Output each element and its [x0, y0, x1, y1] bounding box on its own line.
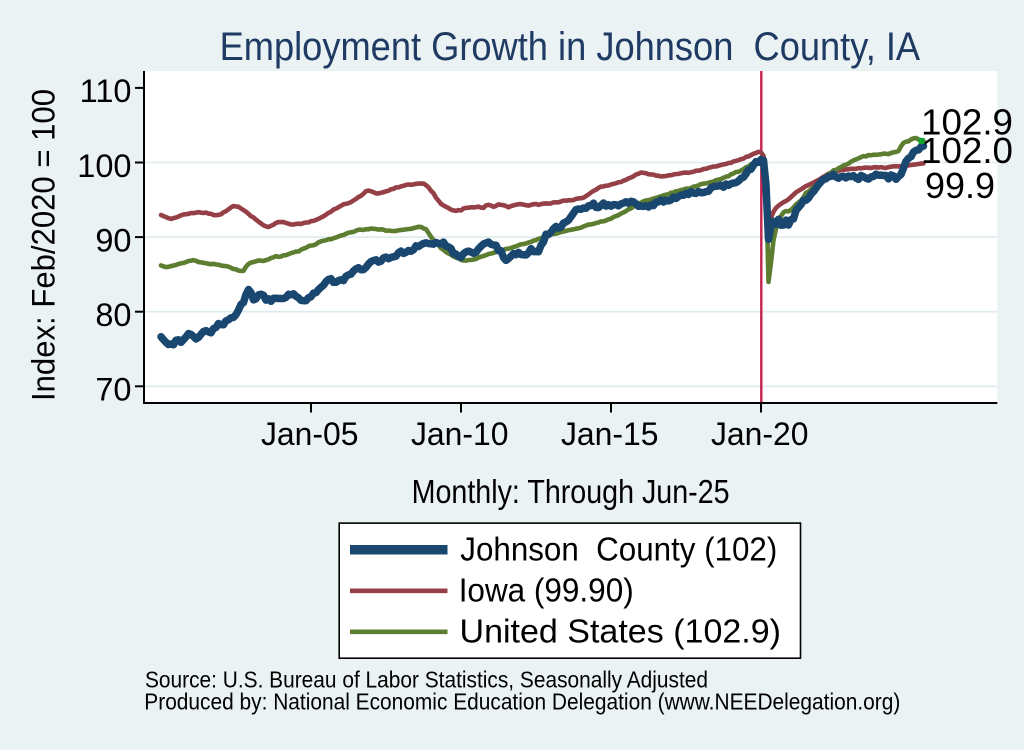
svg-text:102.9: 102.9 — [921, 102, 1013, 143]
svg-text:Index: Feb/2020 = 100: Index: Feb/2020 = 100 — [26, 89, 62, 401]
svg-text:70: 70 — [95, 372, 131, 408]
svg-text:102.0: 102.0 — [921, 130, 1013, 171]
svg-text:Jan-20: Jan-20 — [711, 416, 809, 452]
svg-text:Jan-15: Jan-15 — [561, 416, 659, 452]
svg-text:Employment Growth in Johnson: Employment Growth in Johnson County, IA — [220, 25, 921, 69]
svg-text:90: 90 — [95, 222, 131, 258]
svg-text:110: 110 — [80, 73, 132, 109]
svg-text:80: 80 — [95, 297, 131, 333]
svg-text:Johnson County (102): Johnson County (102) — [460, 532, 777, 569]
svg-text:Source: U.S. Bureau of Labor S: Source: U.S. Bureau of Labor Statistics,… — [145, 667, 708, 693]
svg-text:100: 100 — [77, 148, 131, 184]
svg-text:Produced by: National Economic: Produced by: National Economic Education… — [144, 688, 900, 714]
svg-text:99.9: 99.9 — [925, 165, 995, 206]
svg-text:United States (102.9): United States (102.9) — [460, 614, 782, 651]
svg-text:Jan-05: Jan-05 — [261, 416, 359, 452]
svg-text:Monthly: Through Jun-25: Monthly: Through Jun-25 — [412, 474, 730, 511]
svg-text:Iowa (99.90): Iowa (99.90) — [459, 573, 634, 610]
svg-text:Jan-10: Jan-10 — [411, 416, 509, 452]
